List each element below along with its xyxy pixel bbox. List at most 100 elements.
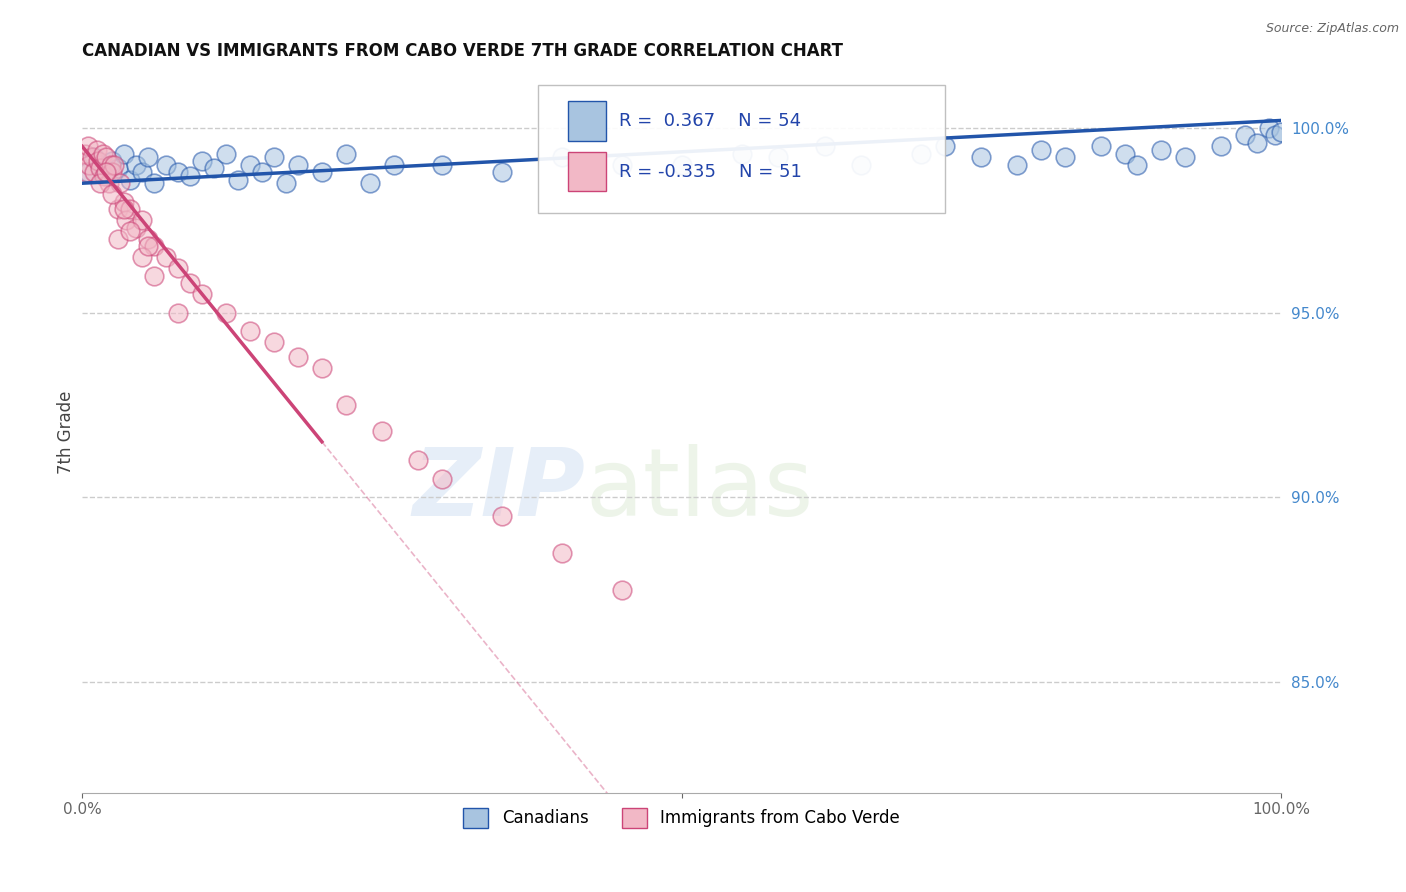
Point [263, 334, 285, 349]
Point [120, 224, 142, 238]
Point [430, 158, 453, 172]
Point [287, 350, 309, 364]
Legend: Canadians, Immigrants from Cabo Verde: Canadians, Immigrants from Cabo Verde [457, 801, 907, 835]
Point [226, 172, 249, 186]
Point [136, 239, 159, 253]
Point [112, 146, 135, 161]
Point [970, 150, 993, 164]
Point [1114, 146, 1136, 161]
Point [1246, 136, 1268, 150]
Point [107, 161, 129, 176]
Point [120, 172, 142, 186]
Point [77, 139, 100, 153]
Text: Source: ZipAtlas.com: Source: ZipAtlas.com [1265, 22, 1399, 36]
Point [610, 158, 633, 172]
Point [250, 165, 273, 179]
Point [191, 287, 214, 301]
Text: atlas: atlas [586, 444, 814, 536]
Point [1150, 143, 1173, 157]
Point [274, 176, 297, 190]
Point [1007, 158, 1029, 172]
Point [934, 139, 956, 153]
Point [125, 158, 148, 172]
Point [359, 176, 381, 190]
Point [101, 187, 124, 202]
Point [136, 150, 159, 164]
Point [1174, 150, 1197, 164]
Point [335, 146, 357, 161]
Point [93, 169, 115, 183]
Point [239, 324, 262, 338]
Point [1270, 124, 1292, 138]
Y-axis label: 7th Grade: 7th Grade [58, 391, 75, 475]
Point [103, 158, 125, 172]
Point [814, 139, 837, 153]
Point [287, 158, 309, 172]
Point [155, 250, 177, 264]
Point [191, 154, 214, 169]
Point [112, 194, 135, 209]
Point [179, 169, 201, 183]
Text: ZIP: ZIP [413, 444, 586, 536]
Point [766, 150, 789, 164]
Point [167, 261, 190, 276]
Text: R = -0.335    N = 51: R = -0.335 N = 51 [619, 163, 803, 181]
Point [73, 146, 96, 161]
Point [110, 176, 132, 190]
Point [491, 508, 513, 523]
Point [131, 213, 153, 227]
Point [551, 545, 574, 559]
Point [89, 158, 111, 172]
Point [120, 202, 142, 216]
Point [851, 158, 873, 172]
Point [167, 165, 190, 179]
Point [125, 220, 148, 235]
Point [107, 202, 129, 216]
Point [79, 158, 101, 172]
Point [155, 158, 177, 172]
Point [77, 165, 100, 179]
Point [86, 143, 108, 157]
Point [83, 150, 105, 164]
Point [371, 424, 394, 438]
Point [136, 232, 159, 246]
Point [730, 146, 752, 161]
Point [406, 453, 429, 467]
FancyBboxPatch shape [568, 152, 606, 191]
Point [382, 158, 405, 172]
Point [80, 150, 103, 164]
Point [167, 305, 190, 319]
Point [1031, 143, 1053, 157]
Point [179, 276, 201, 290]
Point [86, 154, 108, 169]
Point [671, 158, 693, 172]
Point [100, 158, 122, 172]
Point [101, 165, 124, 179]
Point [311, 360, 333, 375]
Point [1258, 120, 1281, 135]
Point [143, 268, 166, 283]
Point [239, 158, 262, 172]
FancyBboxPatch shape [568, 101, 606, 141]
Point [97, 176, 120, 190]
Point [551, 150, 574, 164]
Point [91, 146, 114, 161]
Point [202, 161, 225, 176]
Point [910, 146, 932, 161]
Point [430, 472, 453, 486]
Point [215, 305, 238, 319]
Point [143, 239, 166, 253]
Point [1234, 128, 1257, 143]
Point [1211, 139, 1233, 153]
Point [94, 150, 117, 164]
Point [131, 165, 153, 179]
Point [215, 146, 238, 161]
Point [131, 250, 153, 264]
Point [89, 176, 111, 190]
Point [143, 176, 166, 190]
Point [1090, 139, 1112, 153]
Point [1054, 150, 1077, 164]
Point [335, 398, 357, 412]
Point [107, 232, 129, 246]
Point [75, 165, 97, 179]
